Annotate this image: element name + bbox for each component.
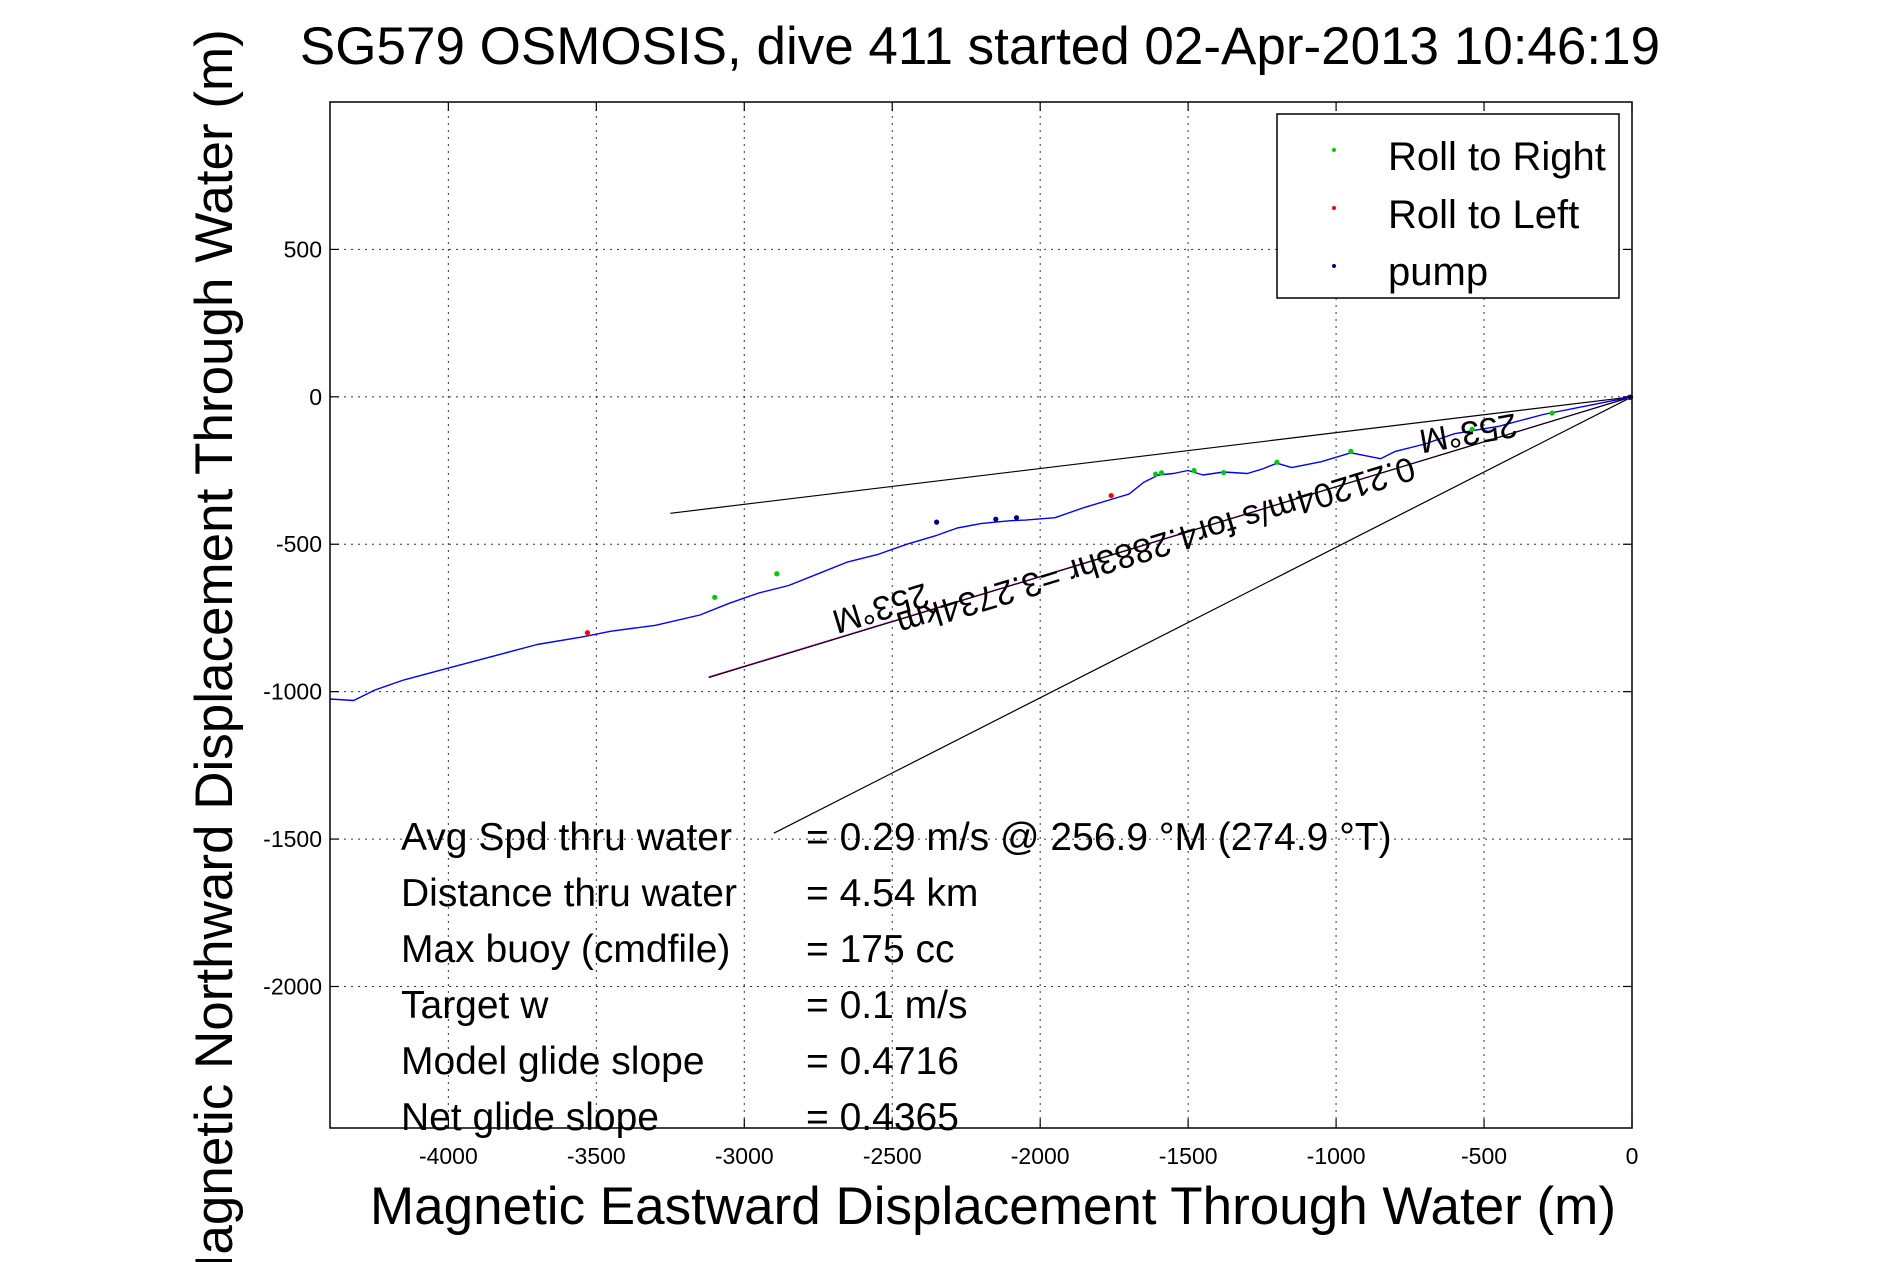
- y-axis-label: Magnetic Northward Displacement Through …: [185, 29, 244, 1262]
- legend-label-pump: pump: [1388, 250, 1488, 294]
- y-tick-label: -500: [276, 531, 322, 557]
- marker-roll-right: [1469, 426, 1475, 432]
- plot-frame: [329, 101, 1633, 1129]
- stat-label: Distance thru water: [401, 872, 737, 915]
- marker-roll-right: [1348, 448, 1354, 454]
- legend-marker-roll-right: [1332, 148, 1336, 152]
- marker-roll-right: [1152, 471, 1159, 477]
- marker-roll-right: [1158, 470, 1165, 476]
- stat-value: = 0.4365: [806, 1096, 959, 1139]
- chart-title: SG579 OSMOSIS, dive 411 started 02-Apr-2…: [300, 17, 1660, 76]
- x-tick-label: -3500: [567, 1143, 626, 1169]
- track-series: [329, 396, 1633, 702]
- marker-roll-right: [1549, 410, 1555, 416]
- y-tick-label: -1000: [263, 679, 322, 705]
- glider-track-line: [329, 396, 1633, 702]
- stat-value: = 175 cc: [806, 928, 955, 971]
- grid: [330, 102, 1633, 1128]
- x-tick-label: 0: [1626, 1143, 1639, 1169]
- stat-value: = 0.29 m/s @ 256.9 °M (274.9 °T): [806, 816, 1392, 859]
- y-tick-label: 500: [284, 236, 322, 262]
- x-tick-label: -3000: [715, 1143, 774, 1169]
- stat-label: Model glide slope: [401, 1040, 705, 1083]
- reference-lines: [670, 396, 1633, 834]
- x-axis-label: Magnetic Eastward Displacement Through W…: [370, 1177, 1616, 1236]
- marker-pump: [934, 519, 940, 525]
- stat-label: Max buoy (cmdfile): [401, 928, 730, 971]
- axis-ticks: -4000 -3500 -3000 -2500 -2000 -1500 -1000 -500 0…: [263, 102, 1638, 1169]
- x-tick-label: -2000: [1011, 1143, 1070, 1169]
- upper-heading-line: [670, 396, 1633, 514]
- legend-label-roll-right: Roll to Right: [1388, 135, 1606, 179]
- stat-value: = 4.54 km: [806, 872, 978, 915]
- marker-pump: [1013, 515, 1020, 521]
- x-tick-label: -1000: [1307, 1143, 1366, 1169]
- x-tick-label: -500: [1461, 1143, 1507, 1169]
- stat-label: Avg Spd thru water: [401, 816, 732, 859]
- mean-heading-line-dark: [708, 396, 1633, 679]
- marker-series: [584, 394, 1634, 636]
- marker-roll-right: [1191, 467, 1197, 474]
- x-tick-label: -1500: [1159, 1143, 1218, 1169]
- legend-marker-roll-left: [1332, 206, 1336, 210]
- marker-roll-right: [1274, 459, 1280, 465]
- marker-pump: [993, 516, 999, 522]
- y-tick-label: -1500: [263, 826, 322, 852]
- marker-roll-left: [1108, 492, 1114, 499]
- marker-roll-right: [712, 594, 718, 600]
- stats-block: Avg Spd thru water = 0.29 m/s @ 256.9 °M …: [401, 816, 1392, 1139]
- x-tick-label: -4000: [419, 1143, 478, 1169]
- y-tick-label: -2000: [263, 973, 322, 999]
- stat-label: Net glide slope: [401, 1096, 659, 1139]
- stat-label: Target w: [401, 984, 549, 1027]
- y-tick-label: 0: [309, 384, 322, 410]
- stat-value: = 0.1 m/s: [806, 984, 967, 1027]
- stat-value: = 0.4716: [806, 1040, 959, 1083]
- legend: Roll to Right Roll to Left pump: [1276, 113, 1620, 299]
- lower-heading-line: [773, 396, 1633, 834]
- marker-roll-left: [584, 630, 591, 636]
- marker-roll-right: [774, 571, 780, 577]
- legend-marker-pump: [1332, 264, 1336, 268]
- legend-label-roll-left: Roll to Left: [1388, 193, 1579, 237]
- marker-roll-right: [1221, 469, 1227, 476]
- x-tick-label: -2500: [863, 1143, 922, 1169]
